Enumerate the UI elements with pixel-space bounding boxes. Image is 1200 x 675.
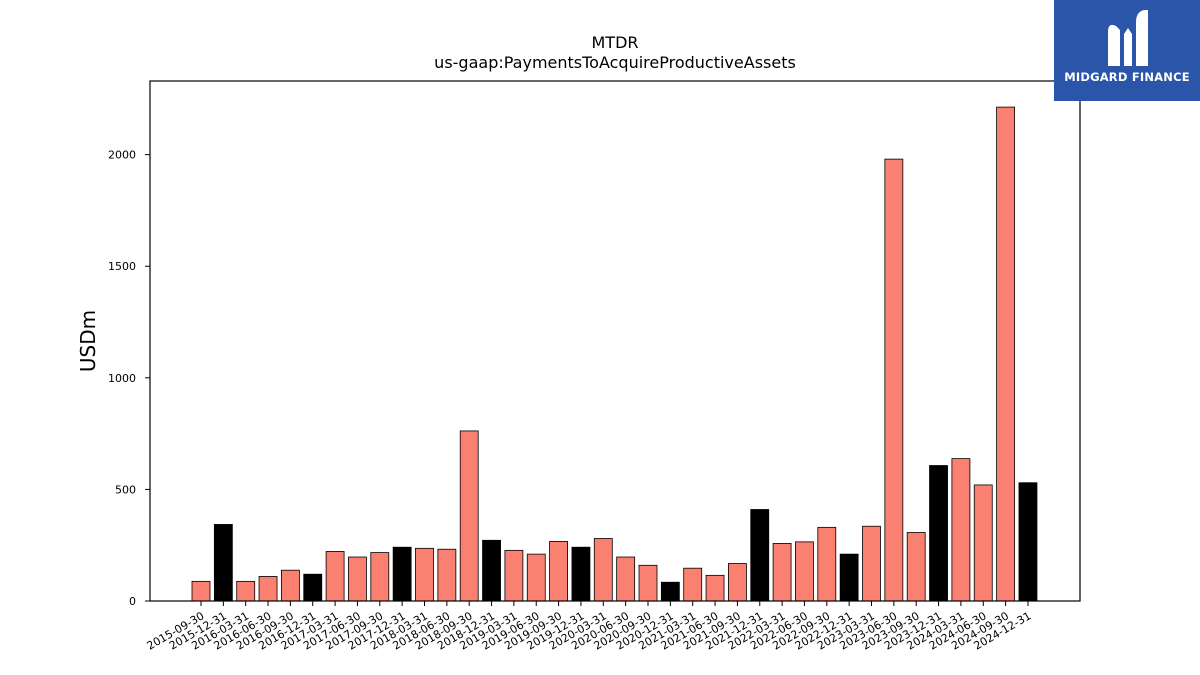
y-tick-label: 2000 — [108, 149, 136, 162]
bar-2020-06-30 — [616, 556, 636, 602]
bar-2016-09-30 — [280, 569, 300, 602]
bar-2022-09-30 — [817, 526, 837, 602]
bar-2024-12-31 — [1018, 482, 1038, 602]
bar-2017-09-30 — [370, 552, 390, 602]
y-axis-ticks: 0 500 1000 1500 2000 — [108, 149, 150, 608]
bar-2018-03-31 — [415, 547, 434, 602]
midgard-logo-icon — [1108, 10, 1148, 66]
y-tick-label: 500 — [115, 483, 136, 496]
bar-2018-06-30 — [437, 548, 457, 602]
x-axis-ticks: 2015-09-302015-12-312016-03-312016-06-30… — [145, 601, 1033, 653]
y-tick-label: 1500 — [108, 260, 136, 273]
brand-name: MIDGARD FINANCE — [1064, 70, 1190, 84]
bar-2016-12-31 — [303, 573, 323, 602]
bar-2022-12-31 — [839, 553, 859, 602]
bar-2021-12-31 — [750, 509, 770, 602]
chart-subtitle: us-gaap:PaymentsToAcquireProductiveAsset… — [434, 53, 796, 72]
bar-2024-03-31 — [951, 458, 971, 602]
bar-2016-06-30 — [258, 576, 278, 602]
bar-2018-09-30 — [459, 430, 479, 602]
bar-2024-06-30 — [973, 484, 993, 602]
bar-2015-09-30 — [191, 580, 211, 602]
bar-2023-03-31 — [862, 525, 881, 602]
bar-2018-12-31 — [482, 539, 501, 602]
bar-2024-09-30 — [996, 106, 1015, 602]
bar-2017-12-31 — [392, 546, 412, 602]
chart-title: MTDR — [591, 33, 638, 52]
bar-2022-06-30 — [795, 541, 814, 602]
brand-logo: MIDGARD FINANCE — [1054, 0, 1200, 101]
bar-2017-06-30 — [348, 556, 367, 602]
bars-layer — [191, 106, 1038, 602]
bar-2021-03-31 — [683, 567, 703, 602]
bar-2021-06-30 — [705, 574, 725, 602]
y-tick-label: 0 — [129, 595, 136, 608]
bar-2019-03-31 — [504, 549, 524, 602]
bar-2020-03-31 — [593, 538, 613, 602]
bar-2022-03-31 — [772, 543, 792, 602]
bar-2016-03-31 — [236, 580, 256, 602]
bar-2019-09-30 — [549, 541, 568, 602]
bar-2023-12-31 — [929, 465, 948, 602]
bar-2023-06-30 — [884, 158, 904, 602]
bar-2023-09-30 — [906, 532, 926, 602]
bar-2019-06-30 — [526, 553, 546, 602]
bar-2020-12-31 — [660, 581, 680, 602]
bar-2020-09-30 — [638, 564, 658, 602]
plot-frame — [149, 80, 1081, 602]
y-tick-label: 1000 — [108, 372, 136, 385]
bar-2017-03-31 — [325, 551, 345, 602]
bar-2021-09-30 — [728, 563, 747, 602]
bar-2015-12-31 — [213, 524, 233, 602]
bar-2019-12-31 — [571, 546, 591, 602]
y-axis-label: USDm — [76, 310, 100, 372]
